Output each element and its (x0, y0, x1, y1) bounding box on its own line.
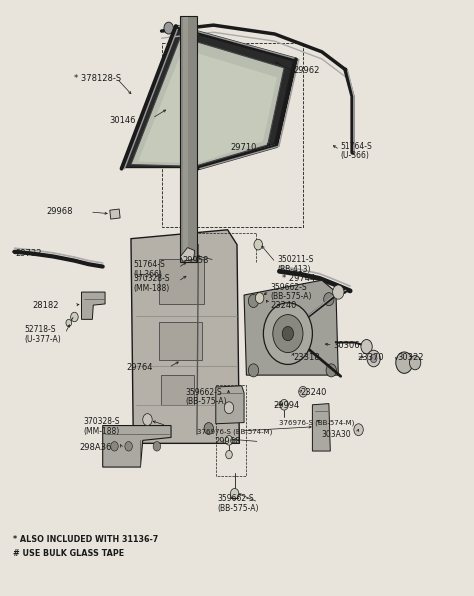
Text: 52718-S
(U-377-A): 52718-S (U-377-A) (24, 325, 61, 344)
Bar (159, 322, 201, 361)
Polygon shape (110, 209, 120, 219)
Text: * 29744: * 29744 (282, 274, 315, 283)
Text: 30146: 30146 (110, 116, 136, 125)
Text: 30322: 30322 (397, 353, 424, 362)
Text: 29962: 29962 (293, 66, 320, 75)
Text: 23318: 23318 (293, 353, 320, 362)
Circle shape (324, 293, 334, 306)
Text: 303A30: 303A30 (322, 430, 351, 439)
Circle shape (273, 315, 303, 353)
Bar (183, 17, 189, 262)
Text: 29764: 29764 (126, 363, 153, 372)
Polygon shape (312, 403, 330, 451)
Circle shape (354, 424, 363, 436)
Text: 29994: 29994 (274, 402, 300, 411)
Polygon shape (244, 280, 338, 375)
Polygon shape (131, 37, 284, 166)
Text: 376976-S (BB-574-M): 376976-S (BB-574-M) (279, 420, 355, 426)
Text: 30306: 30306 (334, 341, 360, 350)
Text: 298A36: 298A36 (79, 443, 111, 452)
Circle shape (326, 364, 337, 377)
Text: 359662-S
(BB-575-A): 359662-S (BB-575-A) (270, 283, 311, 302)
Circle shape (361, 340, 372, 354)
Circle shape (289, 349, 298, 361)
Text: 23370: 23370 (357, 353, 384, 362)
Circle shape (111, 442, 118, 451)
Circle shape (248, 294, 259, 308)
Circle shape (153, 442, 161, 451)
Text: 28182: 28182 (32, 300, 58, 309)
Text: 29710: 29710 (230, 144, 256, 153)
Text: 376976-S (BB-574-M): 376976-S (BB-574-M) (197, 428, 273, 434)
Circle shape (280, 399, 288, 410)
Polygon shape (216, 386, 244, 424)
Text: 29968: 29968 (46, 207, 73, 216)
Circle shape (71, 312, 78, 322)
Text: 51764-S
(U-366): 51764-S (U-366) (341, 141, 373, 160)
Text: * ALSO INCLUDED WITH 31136-7: * ALSO INCLUDED WITH 31136-7 (13, 535, 158, 544)
Bar (181, 16, 197, 262)
Circle shape (367, 350, 380, 367)
Circle shape (396, 352, 413, 373)
Circle shape (66, 319, 72, 327)
Text: 23240: 23240 (270, 300, 296, 309)
Polygon shape (131, 230, 239, 443)
Text: # USE BULK GLASS TAPE: # USE BULK GLASS TAPE (13, 548, 124, 558)
Circle shape (224, 402, 234, 414)
Circle shape (204, 423, 213, 434)
Polygon shape (82, 292, 105, 319)
Polygon shape (181, 247, 195, 261)
Polygon shape (138, 49, 277, 163)
Circle shape (282, 327, 293, 341)
Text: 51764-S
(U-366): 51764-S (U-366) (133, 260, 165, 279)
Bar (159, 259, 204, 304)
Text: 350211-S
(BB-413): 350211-S (BB-413) (277, 255, 313, 274)
Text: 29732: 29732 (16, 249, 42, 258)
Circle shape (410, 356, 421, 370)
Circle shape (248, 364, 259, 377)
Circle shape (143, 414, 152, 426)
Circle shape (225, 436, 233, 445)
Text: 370328-S
(MM-188): 370328-S (MM-188) (84, 417, 120, 436)
Circle shape (164, 22, 173, 34)
Bar (161, 375, 194, 405)
Circle shape (255, 293, 264, 303)
Circle shape (125, 442, 132, 451)
Text: 23240: 23240 (301, 389, 327, 398)
Polygon shape (121, 28, 293, 167)
Text: 29958: 29958 (183, 256, 209, 265)
Text: 359662-S
(BB-575-A): 359662-S (BB-575-A) (185, 388, 227, 406)
Circle shape (230, 489, 239, 499)
Circle shape (254, 239, 263, 250)
Text: 29968: 29968 (215, 437, 241, 446)
Text: 370328-S
(MM-188): 370328-S (MM-188) (133, 274, 170, 293)
Circle shape (299, 386, 307, 397)
Polygon shape (103, 426, 171, 467)
Circle shape (370, 355, 377, 362)
Text: * 378128-S: * 378128-S (74, 74, 121, 83)
Circle shape (333, 285, 344, 299)
Text: 359662-S
(BB-575-A): 359662-S (BB-575-A) (217, 495, 259, 513)
Circle shape (264, 303, 312, 364)
Circle shape (226, 451, 232, 459)
